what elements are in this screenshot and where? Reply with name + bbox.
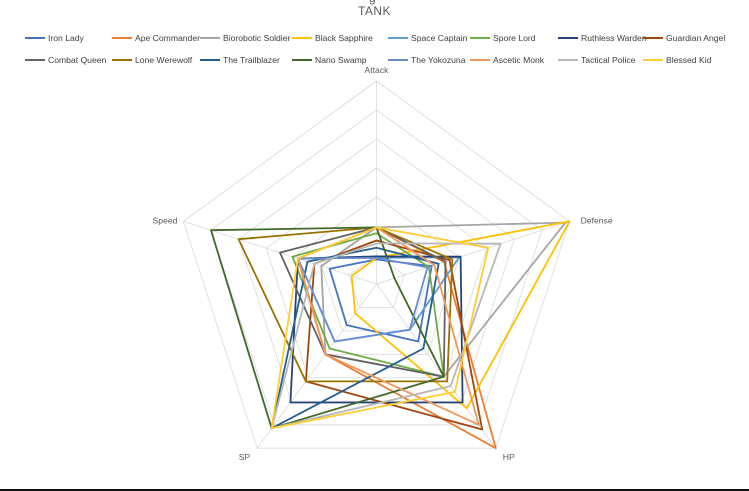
series-polygon-tactical-police[interactable]	[270, 242, 502, 430]
window-bottom-border	[0, 489, 749, 491]
legend-item-lone-werewolf[interactable]: Lone Werewolf	[112, 54, 192, 66]
grid-ring	[182, 80, 571, 449]
legend-label: Ruthless Warden	[581, 33, 647, 43]
legend-swatch-line	[25, 36, 45, 40]
chart-title: TANK	[357, 4, 392, 18]
legend-swatch-line	[643, 36, 663, 40]
series-polygon-iron-lady[interactable]	[328, 258, 433, 343]
legend-item-biorobotic-soldier[interactable]: Biorobotic Soldier	[200, 32, 290, 44]
legend-item-blessed-kid[interactable]: Blessed Kid	[643, 54, 711, 66]
legend-swatch-line	[558, 58, 578, 62]
legend-item-nano-swamp[interactable]: Nano Swamp	[292, 54, 367, 66]
legend-item-spore-lord[interactable]: Spore Lord	[470, 32, 536, 44]
legend-item-combat-queen[interactable]: Combat Queen	[25, 54, 106, 66]
legend-label: Nano Swamp	[315, 55, 367, 65]
legend-swatch-line	[112, 36, 132, 40]
series-polygon-the-yokozuna[interactable]	[296, 256, 429, 343]
legend-swatch-line	[643, 58, 663, 62]
legend-label: Ascetic Monk	[493, 55, 545, 65]
legend-swatch-line	[25, 58, 45, 62]
legend-swatch-line	[292, 36, 312, 40]
axis-spoke	[376, 220, 570, 285]
legend-item-the-yokozuna[interactable]: The Yokozuna	[388, 54, 465, 66]
legend-item-black-sapphire[interactable]: Black Sapphire	[292, 32, 373, 44]
series-polygon-spore-lord[interactable]	[291, 232, 445, 378]
legend-label: Iron Lady	[48, 33, 84, 43]
legend-swatch-line	[388, 58, 408, 62]
axis-spoke	[376, 283, 497, 449]
axis-label-sp: SP	[239, 452, 251, 462]
legend-item-iron-lady[interactable]: Iron Lady	[25, 32, 84, 44]
legend-swatch-line	[470, 36, 490, 40]
legend-label: Lone Werewolf	[135, 55, 193, 65]
legend-label: Guardian Angel	[666, 33, 726, 43]
series-polygon-combat-queen[interactable]	[279, 226, 447, 378]
axis-label-attack: Attack	[365, 65, 390, 75]
legend-label: Biorobotic Soldier	[223, 33, 291, 43]
legend-item-space-captain[interactable]: Space Captain	[388, 32, 467, 44]
grid-ring	[348, 254, 405, 308]
legend-item-ape-commander[interactable]: Ape Commander	[112, 32, 200, 44]
series-polygon-lone-werewolf[interactable]	[237, 226, 454, 383]
legend-item-ruthless-warden[interactable]: Ruthless Warden	[558, 32, 647, 44]
grid-ring	[210, 109, 543, 426]
legend-label: The Yokozuna	[411, 55, 466, 65]
axis-label-speed: Speed	[153, 215, 178, 225]
legend-swatch-line	[470, 58, 490, 62]
legend-label: Ape Commander	[135, 33, 200, 43]
axis-label-hp: HP	[503, 452, 515, 462]
legend-label: Combat Queen	[48, 55, 107, 65]
legend-label: Spore Lord	[493, 33, 536, 43]
cropped-text-above-title: g	[369, 0, 376, 5]
legend-swatch-line	[112, 58, 132, 62]
legend-item-ascetic-monk[interactable]: Ascetic Monk	[470, 54, 544, 66]
legend-swatch-line	[292, 58, 312, 62]
grid-ring	[293, 196, 460, 355]
axis-spoke	[256, 283, 377, 449]
series-polygon-blessed-kid[interactable]	[270, 226, 490, 430]
legend-label: Blessed Kid	[666, 55, 712, 65]
legend-item-tactical-police[interactable]: Tactical Police	[558, 54, 635, 66]
legend-item-the-trailblazer[interactable]: The Trailblazer	[200, 54, 280, 66]
series-polygon-black-sapphire[interactable]	[350, 220, 571, 410]
legend-label: The Trailblazer	[223, 55, 280, 65]
legend-label: Space Captain	[411, 33, 468, 43]
legend-swatch-line	[200, 58, 220, 62]
legend-swatch-line	[388, 36, 408, 40]
series-polygon-nano-swamp[interactable]	[210, 226, 445, 430]
legend-label: Tactical Police	[581, 55, 636, 65]
legend-label: Black Sapphire	[315, 33, 373, 43]
axis-label-defense: Defense	[581, 215, 613, 225]
legend-swatch-line	[558, 36, 578, 40]
legend-item-guardian-angel[interactable]: Guardian Angel	[643, 32, 725, 44]
legend-swatch-line	[200, 36, 220, 40]
